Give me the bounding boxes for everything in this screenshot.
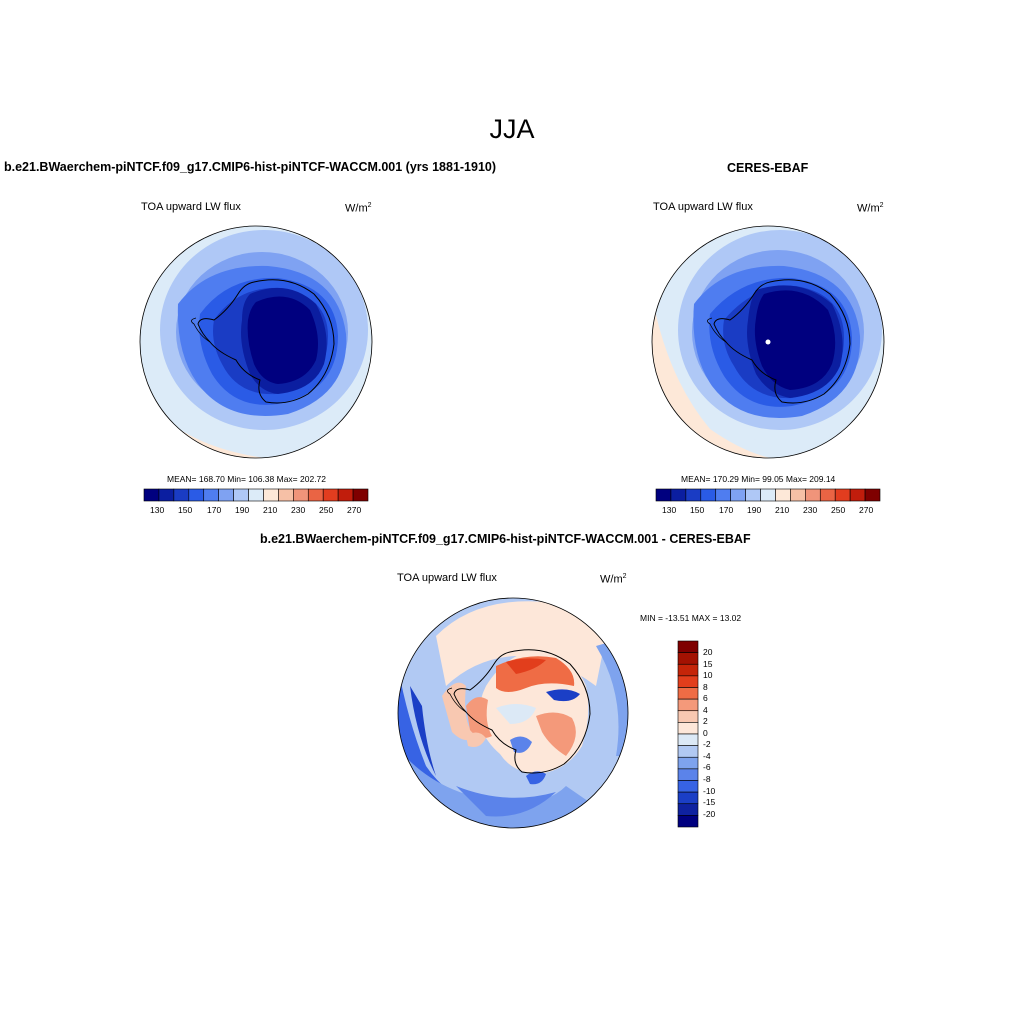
colorbar-swatch <box>248 488 264 502</box>
colorbar-swatch <box>173 488 190 502</box>
diff-tick-label: -10 <box>703 786 716 796</box>
colorbar-swatch <box>715 488 731 502</box>
colorbar-swatch <box>834 488 851 502</box>
left-polar-map <box>139 225 373 459</box>
colorbar-swatch <box>677 815 699 828</box>
colorbar-swatch <box>337 488 354 502</box>
right-unit-label: W/m2 <box>857 202 884 215</box>
colorbar-swatch <box>278 488 294 502</box>
left-tick-label: 210 <box>263 505 278 515</box>
left-tick-label: 170 <box>207 505 222 515</box>
colorbar-swatch <box>677 675 699 688</box>
colorbar-swatch <box>293 488 309 502</box>
diff-tick-label: 20 <box>703 647 713 657</box>
left-unit-label: W/m2 <box>345 202 372 215</box>
colorbar-swatch <box>352 488 369 502</box>
colorbar-swatch <box>670 488 687 502</box>
right-tick-label: 170 <box>719 505 734 515</box>
colorbar-swatch <box>677 687 699 700</box>
right-colorbar-ticks: 130 150 170 190 210 230 250 270 <box>656 505 880 517</box>
colorbar-swatch <box>677 663 699 677</box>
colorbar-swatch <box>849 488 866 502</box>
colorbar-swatch <box>322 488 339 502</box>
colorbar-swatch <box>677 756 699 770</box>
right-tick-label: 230 <box>803 505 818 515</box>
main-title: JJA <box>489 114 535 144</box>
colorbar-swatch <box>655 488 672 502</box>
right-stats: MEAN= 170.29 Min= 99.05 Max= 209.14 <box>681 474 836 484</box>
diff-tick-label: -8 <box>703 774 711 784</box>
colorbar-swatch <box>677 745 699 758</box>
left-colorbar-ticks: 130 150 170 190 210 230 250 270 <box>144 505 368 517</box>
diff-colorbar-ticks: 20 15 10 8 6 4 2 0 -2 -4 -6 -8 -10 -15 -… <box>703 641 733 827</box>
right-tick-label: 270 <box>859 505 874 515</box>
diff-tick-label: 4 <box>703 705 708 715</box>
diff-colorbar <box>677 640 699 828</box>
colorbar-swatch <box>218 488 234 502</box>
left-tick-label: 150 <box>178 505 193 515</box>
right-variable-label: TOA upward LW flux <box>653 201 753 213</box>
diff-tick-label: -2 <box>703 739 711 749</box>
left-tick-label: 270 <box>347 505 362 515</box>
left-tick-label: 130 <box>150 505 165 515</box>
colorbar-swatch <box>677 722 699 735</box>
colorbar-swatch <box>677 698 699 712</box>
left-panel-title: b.e21.BWaerchem-piNTCF.f09_g17.CMIP6-his… <box>4 160 497 174</box>
diff-tick-label: -4 <box>703 751 711 761</box>
colorbar-swatch <box>677 791 699 805</box>
colorbar-swatch <box>864 488 881 502</box>
diff-variable-label: TOA upward LW flux <box>397 572 497 584</box>
colorbar-swatch <box>819 488 836 502</box>
left-tick-label: 250 <box>319 505 334 515</box>
colorbar-swatch <box>188 488 205 502</box>
colorbar-swatch <box>233 488 249 502</box>
colorbar-swatch <box>745 488 761 502</box>
diff-tick-label: 0 <box>703 728 708 738</box>
colorbar-swatch <box>203 488 219 502</box>
colorbar-swatch <box>677 803 699 816</box>
colorbar-swatch <box>143 488 160 502</box>
colorbar-swatch <box>730 488 746 502</box>
diff-unit-label: W/m2 <box>600 573 627 586</box>
colorbar-swatch <box>677 652 699 665</box>
colorbar-swatch <box>790 488 806 502</box>
diff-tick-label: -6 <box>703 762 711 772</box>
left-variable-label: TOA upward LW flux <box>141 201 241 213</box>
colorbar-swatch <box>677 733 699 746</box>
colorbar-swatch <box>677 768 699 781</box>
diff-stats: MIN = -13.51 MAX = 13.02 <box>640 613 742 623</box>
colorbar-swatch <box>158 488 175 502</box>
right-polar-map <box>651 225 885 459</box>
diff-tick-label: 15 <box>703 659 713 669</box>
diff-panel-title: b.e21.BWaerchem-piNTCF.f09_g17.CMIP6-his… <box>260 532 751 546</box>
right-tick-label: 210 <box>775 505 790 515</box>
diff-tick-label: -20 <box>703 809 716 819</box>
right-panel-title: CERES-EBAF <box>727 161 809 175</box>
colorbar-swatch <box>775 488 791 502</box>
colorbar-swatch <box>685 488 702 502</box>
colorbar-swatch <box>677 710 699 723</box>
diff-tick-label: 6 <box>703 693 708 703</box>
colorbar-swatch <box>307 488 324 502</box>
right-colorbar <box>655 488 881 502</box>
left-tick-label: 190 <box>235 505 250 515</box>
colorbar-swatch <box>700 488 717 502</box>
right-tick-label: 130 <box>662 505 677 515</box>
left-colorbar <box>143 488 369 502</box>
colorbar-swatch <box>263 488 279 502</box>
colorbar-swatch <box>805 488 821 502</box>
left-tick-label: 230 <box>291 505 306 515</box>
colorbar-swatch <box>760 488 776 502</box>
diff-tick-label: 8 <box>703 682 708 692</box>
right-tick-label: 190 <box>747 505 762 515</box>
diff-tick-label: 10 <box>703 670 713 680</box>
right-tick-label: 150 <box>690 505 705 515</box>
colorbar-swatch <box>677 640 699 653</box>
diff-tick-label: 2 <box>703 716 708 726</box>
right-tick-label: 250 <box>831 505 846 515</box>
left-stats: MEAN= 168.70 Min= 106.38 Max= 202.72 <box>167 474 327 484</box>
diff-tick-label: -15 <box>703 797 716 807</box>
colorbar-swatch <box>677 780 699 793</box>
diff-polar-map <box>397 597 629 829</box>
